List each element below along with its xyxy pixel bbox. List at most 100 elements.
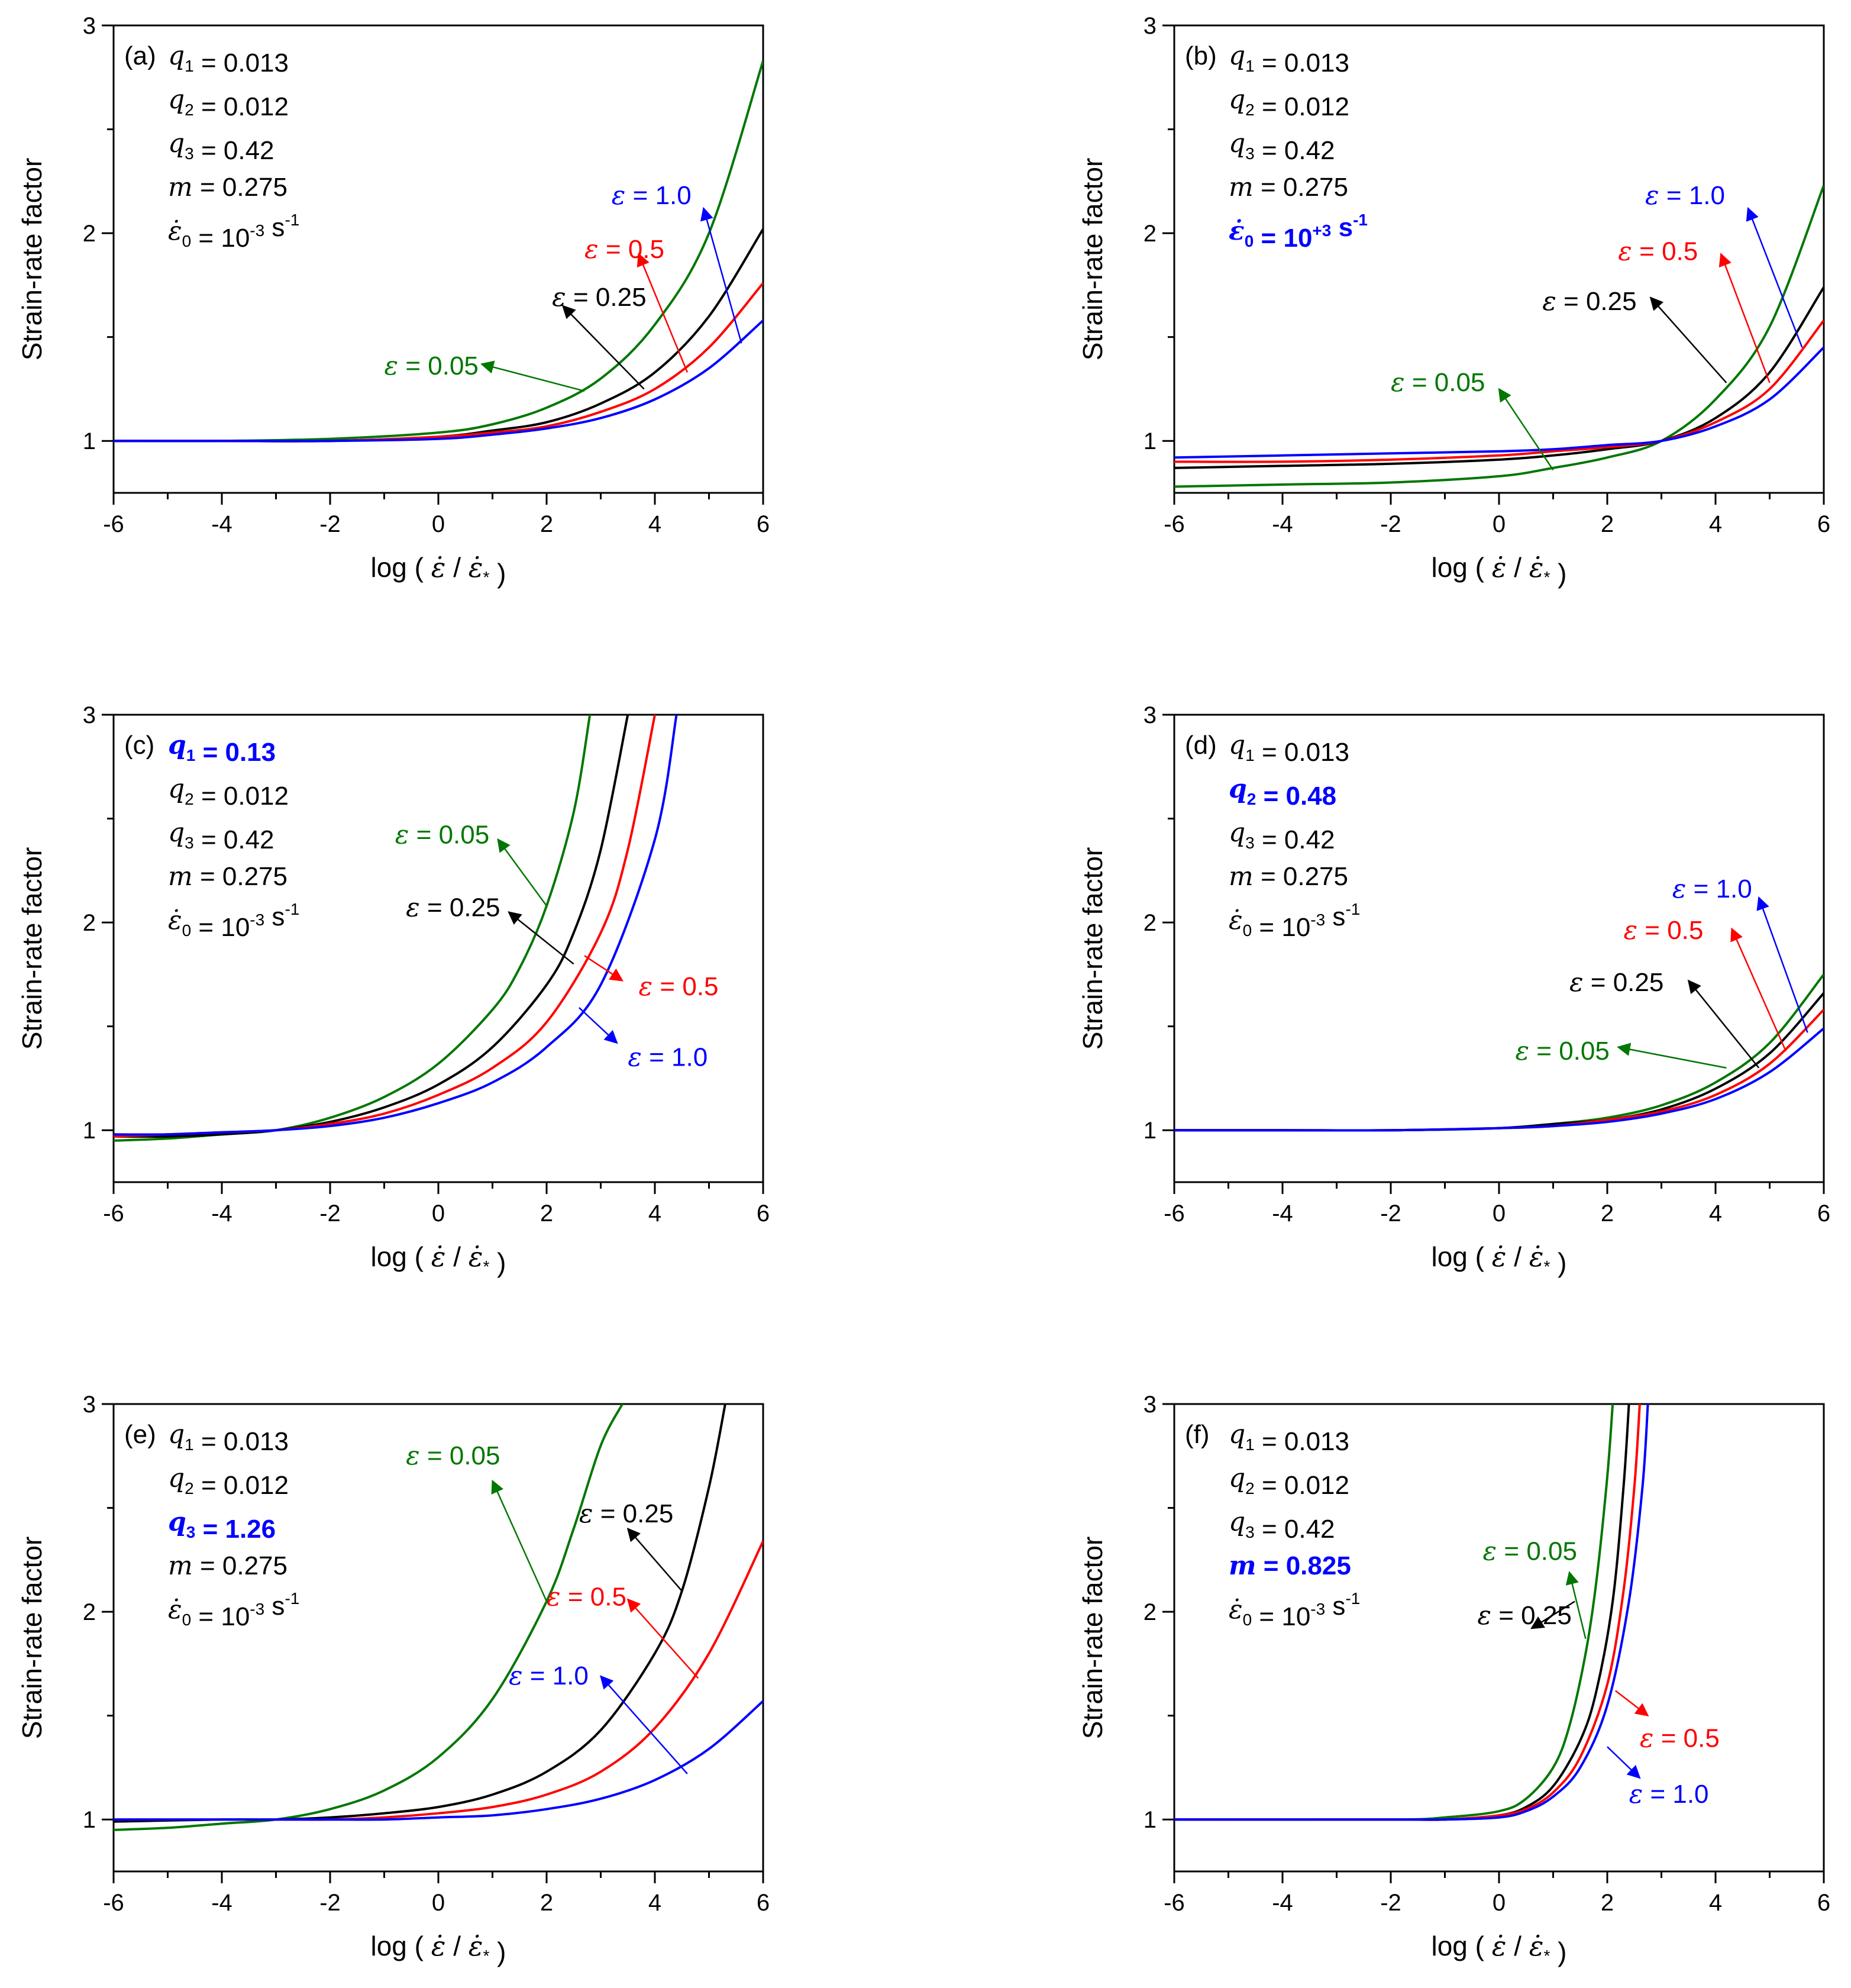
y-axis-label: Strain-rate factor xyxy=(17,158,47,361)
x-tick-label: 2 xyxy=(1601,1200,1614,1227)
series-label: ε = 0.5 xyxy=(1618,237,1698,267)
x-axis-label: log ( ε̇ / ε̇* ) xyxy=(371,551,506,589)
x-tick-label: -4 xyxy=(211,1890,232,1916)
series-line-0-5 xyxy=(114,1540,763,1821)
x-tick-label: -2 xyxy=(1380,1890,1401,1916)
param-0: q1 = 0.013 xyxy=(168,1419,289,1456)
annotation-arrow xyxy=(1746,206,1803,348)
series-label: ε = 0.05 xyxy=(395,820,489,850)
series-label: ε = 0.5 xyxy=(639,972,719,1002)
chart-panel-b: -6 -4 -2 0 2 4 6 1 2 3 Strain-rate factor log ( ε̇ … xyxy=(1077,13,1830,589)
series-label: ε = 0.05 xyxy=(385,351,479,381)
x-tick-label: 4 xyxy=(1709,1200,1722,1227)
series-label: ε = 1.0 xyxy=(1629,1779,1709,1809)
x-tick-label: -4 xyxy=(1272,1890,1293,1916)
series-group xyxy=(114,1404,763,1831)
param-1: q2 = 0.012 xyxy=(168,1463,289,1500)
series-group xyxy=(1174,973,1824,1132)
param-2: q3 = 1.26 xyxy=(168,1507,276,1544)
annotation-arrow xyxy=(561,305,645,390)
series-line-0-25 xyxy=(114,228,763,443)
chart-panel-f: -6 -4 -2 0 2 4 6 1 2 3 Strain-rate factor log ( ε̇ … xyxy=(1077,1392,1830,1967)
annotation-arrow xyxy=(1649,296,1727,383)
annotation-arrow xyxy=(1607,1746,1641,1779)
y-axis-label: Strain-rate factor xyxy=(17,1537,47,1740)
series-line-0-05 xyxy=(1174,973,1824,1132)
x-tick-label: 2 xyxy=(1601,511,1614,537)
param-4: ε̇0 = 10+3 s-1 xyxy=(1229,211,1368,253)
annotation-arrow xyxy=(1756,896,1808,1033)
annotation-arrow xyxy=(1687,979,1760,1069)
y-tick-label: 3 xyxy=(1143,1392,1157,1418)
chart-panel-a: -6 -4 -2 0 2 4 6 1 2 3 Strain-rate factor log ( ε̇ … xyxy=(17,13,770,589)
series-line-0-05 xyxy=(1174,185,1824,488)
x-tick-label: -6 xyxy=(103,1890,124,1916)
x-tick-label: 2 xyxy=(540,511,553,537)
param-4: ε̇0 = 10-3 s-1 xyxy=(1229,900,1360,942)
y-axis-label: Strain-rate factor xyxy=(1077,158,1108,361)
x-tick-label: 4 xyxy=(1709,511,1722,537)
x-tick-label: -2 xyxy=(1380,511,1401,537)
series-line-1-0 xyxy=(1174,1404,1649,1821)
y-axis-label: Strain-rate factor xyxy=(17,847,47,1050)
param-1: q2 = 0.012 xyxy=(1229,1463,1349,1500)
series-label: ε = 0.05 xyxy=(1391,367,1485,398)
param-2: q3 = 0.42 xyxy=(168,818,274,854)
param-0: q1 = 0.13 xyxy=(168,730,276,767)
x-tick-label: -4 xyxy=(211,1200,232,1227)
x-tick-label: 4 xyxy=(648,1890,661,1916)
x-tick-label: -2 xyxy=(1380,1200,1401,1227)
series-label: ε = 0.5 xyxy=(1640,1723,1720,1753)
annotation-arrow xyxy=(508,911,574,965)
series-group xyxy=(1174,185,1824,488)
x-tick-label: 6 xyxy=(757,1200,770,1227)
annotation-arrow xyxy=(584,955,624,982)
chart-panel-d: -6 -4 -2 0 2 4 6 1 2 3 Strain-rate factor log ( ε̇ … xyxy=(1077,702,1830,1278)
x-tick-label: 2 xyxy=(1601,1890,1614,1916)
param-0: q1 = 0.013 xyxy=(1229,730,1349,767)
param-4: ε̇0 = 10-3 s-1 xyxy=(168,900,299,942)
series-label: ε = 0.25 xyxy=(1569,967,1663,998)
annotation-arrow xyxy=(1718,253,1771,383)
y-tick-label: 3 xyxy=(83,1392,96,1418)
annotation-arrow xyxy=(1617,1043,1727,1069)
y-tick-label: 3 xyxy=(1143,702,1157,728)
panel-label: (d) xyxy=(1185,731,1217,760)
x-tick-label: -6 xyxy=(1164,1200,1185,1227)
param-3: m = 0.275 xyxy=(1229,861,1348,892)
param-1: q2 = 0.48 xyxy=(1229,774,1336,811)
annotation-arrow xyxy=(1565,1571,1587,1640)
annotation-arrow xyxy=(1614,1690,1649,1717)
x-tick-label: 2 xyxy=(540,1200,553,1227)
x-tick-label: 4 xyxy=(648,511,661,537)
x-tick-label: 0 xyxy=(1493,511,1506,537)
param-0: q1 = 0.013 xyxy=(1229,1419,1349,1456)
series-label: ε = 1.0 xyxy=(628,1042,708,1072)
series-line-0-25 xyxy=(1174,992,1824,1132)
y-tick-label: 1 xyxy=(1143,1118,1157,1144)
x-tick-label: -6 xyxy=(103,1200,124,1227)
annotation-arrow xyxy=(1730,927,1787,1052)
annotation-arrow xyxy=(626,1527,683,1592)
y-tick-label: 2 xyxy=(1143,221,1157,247)
series-line-0-05 xyxy=(114,1404,624,1831)
y-axis-label: Strain-rate factor xyxy=(1077,847,1108,1050)
chart-panel-c: -6 -4 -2 0 2 4 6 1 2 3 Strain-rate factor log ( ε̇ … xyxy=(17,702,770,1278)
y-tick-label: 3 xyxy=(83,13,96,39)
series-label: ε = 0.5 xyxy=(1623,915,1703,945)
series-label: ε = 1.0 xyxy=(1645,180,1725,211)
x-tick-label: 0 xyxy=(1493,1200,1506,1227)
x-tick-label: -6 xyxy=(1164,1890,1185,1916)
y-axis-label: Strain-rate factor xyxy=(1077,1537,1108,1740)
param-1: q2 = 0.012 xyxy=(1229,85,1349,121)
param-3: m = 0.275 xyxy=(168,172,287,202)
annotation-arrow xyxy=(480,360,585,392)
y-tick-label: 2 xyxy=(1143,910,1157,936)
series-label: ε = 0.05 xyxy=(1483,1536,1577,1566)
series-label: ε = 0.05 xyxy=(1515,1036,1609,1066)
param-3: m = 0.275 xyxy=(1229,172,1348,202)
series-line-1-0 xyxy=(1174,1027,1824,1132)
series-group xyxy=(1174,1404,1649,1821)
param-2: q3 = 0.42 xyxy=(168,128,274,165)
series-label: ε = 1.0 xyxy=(1672,874,1752,904)
